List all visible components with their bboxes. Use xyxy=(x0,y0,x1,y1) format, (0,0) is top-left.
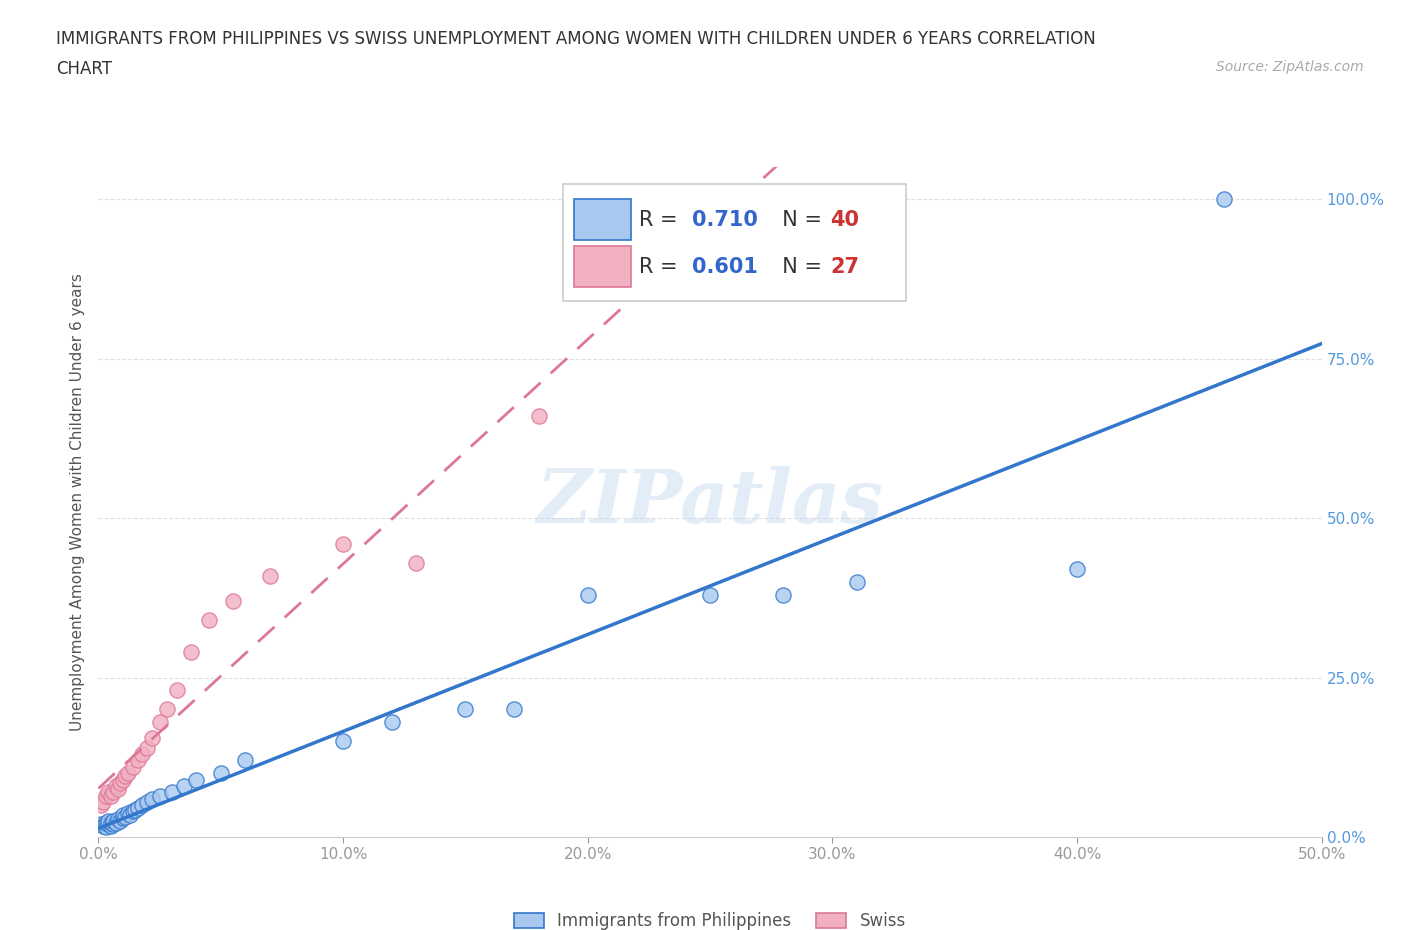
Point xyxy=(699,587,721,602)
Point xyxy=(111,810,134,825)
Point xyxy=(124,803,146,817)
Point xyxy=(141,731,163,746)
Point xyxy=(131,798,153,813)
Point xyxy=(454,702,477,717)
Text: R =: R = xyxy=(640,257,685,276)
Text: N =: N = xyxy=(769,257,828,276)
Point xyxy=(259,568,281,583)
Point xyxy=(90,798,112,813)
Y-axis label: Unemployment Among Women with Children Under 6 years: Unemployment Among Women with Children U… xyxy=(69,273,84,731)
Point xyxy=(136,794,159,809)
Point xyxy=(166,683,188,698)
Point xyxy=(576,587,599,602)
Point xyxy=(127,753,149,768)
Point xyxy=(332,734,354,749)
FancyBboxPatch shape xyxy=(564,184,905,301)
Point xyxy=(503,702,526,717)
Point xyxy=(332,537,354,551)
Point xyxy=(121,760,143,775)
Point xyxy=(209,765,232,780)
Point xyxy=(101,814,124,829)
FancyBboxPatch shape xyxy=(574,246,630,286)
Point xyxy=(100,818,122,833)
Point xyxy=(111,807,134,822)
Point xyxy=(111,772,134,787)
Point xyxy=(110,814,132,829)
Point xyxy=(405,555,427,570)
Point xyxy=(136,740,159,755)
Point xyxy=(160,785,183,800)
Text: 0.710: 0.710 xyxy=(692,209,758,230)
Point xyxy=(1212,192,1234,206)
Text: ZIPatlas: ZIPatlas xyxy=(537,466,883,538)
Point xyxy=(94,788,117,803)
Point xyxy=(97,814,120,829)
Point xyxy=(381,715,404,730)
Point xyxy=(845,575,868,590)
Point xyxy=(149,715,172,730)
Point xyxy=(120,807,142,822)
Point xyxy=(127,801,149,816)
Point xyxy=(186,772,208,787)
FancyBboxPatch shape xyxy=(574,199,630,240)
Point xyxy=(222,593,245,608)
Text: 0.601: 0.601 xyxy=(692,257,758,276)
Point xyxy=(197,613,219,628)
Point xyxy=(149,788,172,803)
Point xyxy=(104,778,127,793)
Point xyxy=(114,809,136,824)
Point xyxy=(772,587,794,602)
Point xyxy=(101,785,124,800)
Text: 40: 40 xyxy=(830,209,859,230)
Point xyxy=(94,820,117,835)
Point xyxy=(131,747,153,762)
Point xyxy=(97,817,120,831)
Point xyxy=(91,794,114,809)
Point xyxy=(110,776,132,790)
Point xyxy=(101,817,124,831)
Point xyxy=(233,753,256,768)
Text: IMMIGRANTS FROM PHILIPPINES VS SWISS UNEMPLOYMENT AMONG WOMEN WITH CHILDREN UNDE: IMMIGRANTS FROM PHILIPPINES VS SWISS UNE… xyxy=(56,30,1097,47)
Point xyxy=(91,818,114,833)
Point xyxy=(90,817,112,831)
Text: N =: N = xyxy=(769,209,828,230)
Point xyxy=(104,816,127,830)
Point xyxy=(117,805,139,820)
Point xyxy=(114,769,136,784)
Point xyxy=(121,804,143,819)
Point xyxy=(180,644,202,659)
Point xyxy=(94,816,117,830)
Text: CHART: CHART xyxy=(56,60,112,78)
Text: Source: ZipAtlas.com: Source: ZipAtlas.com xyxy=(1216,60,1364,74)
Point xyxy=(117,765,139,780)
Point xyxy=(97,785,120,800)
Point xyxy=(173,778,195,793)
Point xyxy=(156,702,179,717)
Point xyxy=(107,782,129,797)
Text: 27: 27 xyxy=(830,257,859,276)
Legend: Immigrants from Philippines, Swiss: Immigrants from Philippines, Swiss xyxy=(508,906,912,930)
Point xyxy=(107,812,129,827)
Point xyxy=(100,816,122,830)
Point xyxy=(141,791,163,806)
Text: R =: R = xyxy=(640,209,685,230)
Point xyxy=(100,788,122,803)
Point xyxy=(527,408,550,423)
Point xyxy=(1066,562,1088,577)
